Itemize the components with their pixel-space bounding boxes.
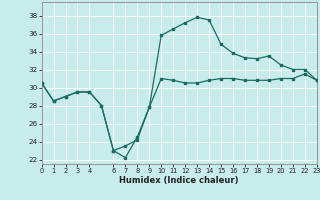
- X-axis label: Humidex (Indice chaleur): Humidex (Indice chaleur): [119, 176, 239, 185]
